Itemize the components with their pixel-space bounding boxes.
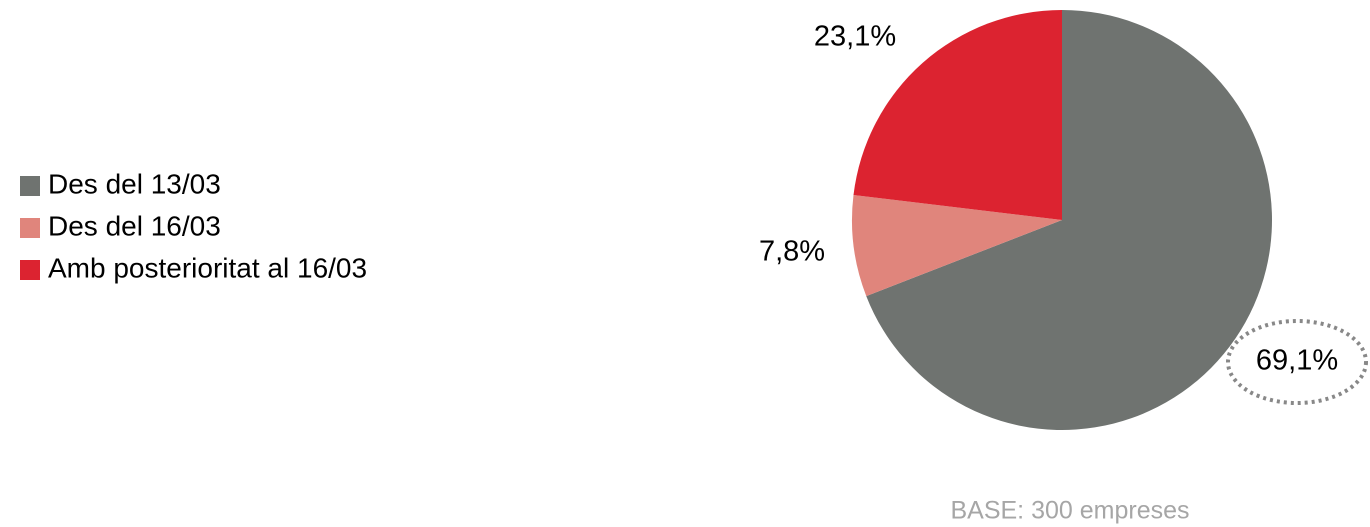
pie-slice: [852, 194, 1062, 297]
pie-slice: [853, 10, 1062, 220]
pie-slice: [866, 10, 1272, 431]
value-label: 23,1%: [814, 21, 896, 53]
highlight-ring: [1226, 319, 1368, 405]
legend-label: Amb posterioritat al 16/03: [48, 252, 367, 283]
source-note: BASE: 300 empreses: [950, 497, 1189, 525]
legend-label: Des del 16/03: [48, 210, 221, 241]
legend-label: Des del 13/03: [48, 168, 221, 199]
legend-swatch: [20, 260, 40, 280]
legend-swatch: [20, 176, 40, 196]
legend-swatch: [20, 218, 40, 238]
value-label: 7,8%: [759, 236, 825, 268]
value-label: 69,1%: [1256, 345, 1338, 377]
